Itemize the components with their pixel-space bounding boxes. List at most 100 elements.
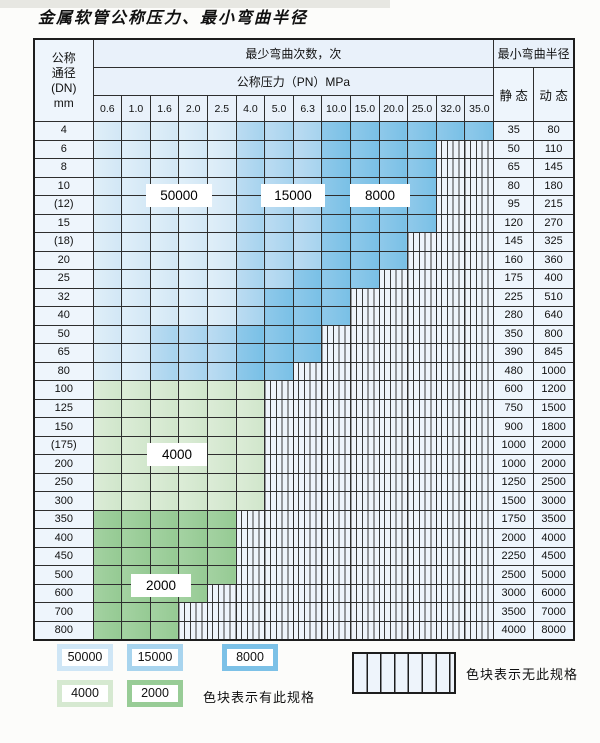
spec-cell-cycles-15000	[235, 158, 266, 178]
spec-cell-cycles-8000	[407, 213, 437, 234]
spec-cell-cycles-8000	[407, 121, 437, 141]
header-dn-line: mm	[53, 95, 74, 110]
legend-available-text: 色块表示有此规格	[203, 690, 316, 705]
spec-cell-no-specification	[264, 472, 294, 493]
dynamic-radius-cell: 325	[533, 232, 575, 252]
spec-cell-cycles-50000	[149, 158, 180, 178]
cycle-count-label: 15000	[262, 185, 324, 206]
header-dn-line: 公称	[51, 50, 76, 65]
spec-cell-no-specification	[378, 583, 409, 604]
spec-cell-no-specification	[407, 250, 437, 271]
spec-cell-no-specification	[378, 454, 409, 474]
spec-cell-no-specification	[292, 546, 323, 567]
spec-cell-cycles-2000	[149, 509, 180, 530]
spec-cell-cycles-2000	[121, 602, 151, 622]
spec-cell-no-specification	[464, 306, 495, 326]
legend-swatch-15000: 15000	[127, 644, 183, 671]
spec-cell-no-specification	[407, 380, 437, 400]
spec-cell-no-specification	[350, 306, 380, 326]
spec-cell-cycles-8000	[321, 306, 352, 326]
spec-cell-cycles-8000	[292, 287, 323, 308]
legend-swatch-8000-label: 8000	[227, 649, 273, 666]
spec-cell-cycles-50000	[92, 139, 123, 160]
spec-cell-no-specification	[292, 435, 323, 456]
legend-swatch-50000: 50000	[57, 644, 113, 671]
header-pressure-value: 4.0	[235, 95, 266, 122]
table-row: 450 2250 4500	[33, 546, 575, 567]
spec-cell-cycles-4000	[206, 435, 237, 456]
spec-cell-cycles-50000	[121, 361, 151, 382]
spec-cell-no-specification	[264, 491, 294, 511]
spec-cell-no-specification	[350, 491, 380, 511]
static-radius-cell: 145	[493, 232, 535, 252]
spec-cell-cycles-8000	[321, 121, 352, 141]
spec-cell-cycles-50000	[206, 232, 237, 252]
dynamic-radius-cell: 215	[533, 195, 575, 215]
dynamic-radius-cell: 3500	[533, 509, 575, 530]
static-radius-cell: 900	[493, 417, 535, 437]
spec-cell-cycles-4000	[178, 380, 208, 400]
spec-cell-no-specification	[378, 417, 409, 437]
header-dn-line: 通径	[51, 65, 76, 80]
spec-cell-cycles-8000	[378, 121, 409, 141]
dn-cell: 15	[33, 213, 94, 234]
spec-cell-cycles-4000	[92, 491, 123, 511]
header-pressure-value: 32.0	[435, 95, 466, 122]
spec-cell-no-specification	[350, 380, 380, 400]
dn-cell: 32	[33, 287, 94, 308]
table-row: 6 50 110	[33, 139, 575, 160]
spec-cell-no-specification	[292, 491, 323, 511]
spec-cell-cycles-2000	[92, 620, 123, 641]
spec-cell-no-specification	[350, 454, 380, 474]
table-row: 400 2000 4000	[33, 528, 575, 548]
spec-cell-cycles-2000	[206, 509, 237, 530]
spec-cell-no-specification	[235, 546, 266, 567]
spec-cell-cycles-50000	[92, 250, 123, 271]
spec-cell-cycles-8000	[292, 343, 323, 363]
spec-cell-cycles-8000	[321, 250, 352, 271]
spec-cell-no-specification	[292, 602, 323, 622]
spec-cell-cycles-4000	[149, 417, 180, 437]
spec-cell-cycles-4000	[206, 454, 237, 474]
spec-cell-no-specification	[407, 269, 437, 289]
dn-cell: 4	[33, 121, 94, 141]
spec-cell-no-specification	[464, 491, 495, 511]
spec-cell-no-specification	[378, 269, 409, 289]
spec-cell-cycles-50000	[178, 139, 208, 160]
spec-cell-cycles-4000	[235, 435, 266, 456]
spec-cell-cycles-15000	[235, 306, 266, 326]
static-radius-cell: 160	[493, 250, 535, 271]
spec-cell-cycles-50000	[92, 121, 123, 141]
spec-cell-no-specification	[321, 454, 352, 474]
dynamic-radius-cell: 180	[533, 176, 575, 197]
spec-cell-no-specification	[264, 435, 294, 456]
spec-cell-cycles-4000	[235, 417, 266, 437]
table-row: 600 3000 6000	[33, 583, 575, 604]
header-pressure-value: 10.0	[321, 95, 352, 122]
spec-cell-cycles-15000	[292, 213, 323, 234]
dynamic-radius-cell: 8000	[533, 620, 575, 641]
spec-cell-cycles-50000	[178, 213, 208, 234]
spec-cell-cycles-2000	[92, 546, 123, 567]
spec-cell-no-specification	[407, 454, 437, 474]
spec-cell-cycles-8000	[292, 324, 323, 345]
spec-cell-no-specification	[464, 324, 495, 345]
spec-cell-cycles-50000	[121, 213, 151, 234]
spec-cell-no-specification	[264, 583, 294, 604]
spec-cell-cycles-8000	[350, 139, 380, 160]
spec-cell-no-specification	[350, 565, 380, 585]
spec-cell-no-specification	[464, 417, 495, 437]
header-dn-line: (DN)	[51, 80, 77, 95]
spec-cell-no-specification	[435, 287, 466, 308]
spec-cell-no-specification	[435, 380, 466, 400]
spec-cell-no-specification	[321, 343, 352, 363]
legend-swatch-2000: 2000	[127, 680, 183, 707]
spec-cell-no-specification	[235, 583, 266, 604]
spec-cell-no-specification	[464, 583, 495, 604]
spec-cell-no-specification	[435, 602, 466, 622]
spec-cell-cycles-50000	[178, 158, 208, 178]
static-radius-cell: 1750	[493, 509, 535, 530]
spec-cell-cycles-4000	[206, 398, 237, 419]
spec-cell-no-specification	[264, 602, 294, 622]
spec-cell-cycles-50000	[206, 176, 237, 197]
